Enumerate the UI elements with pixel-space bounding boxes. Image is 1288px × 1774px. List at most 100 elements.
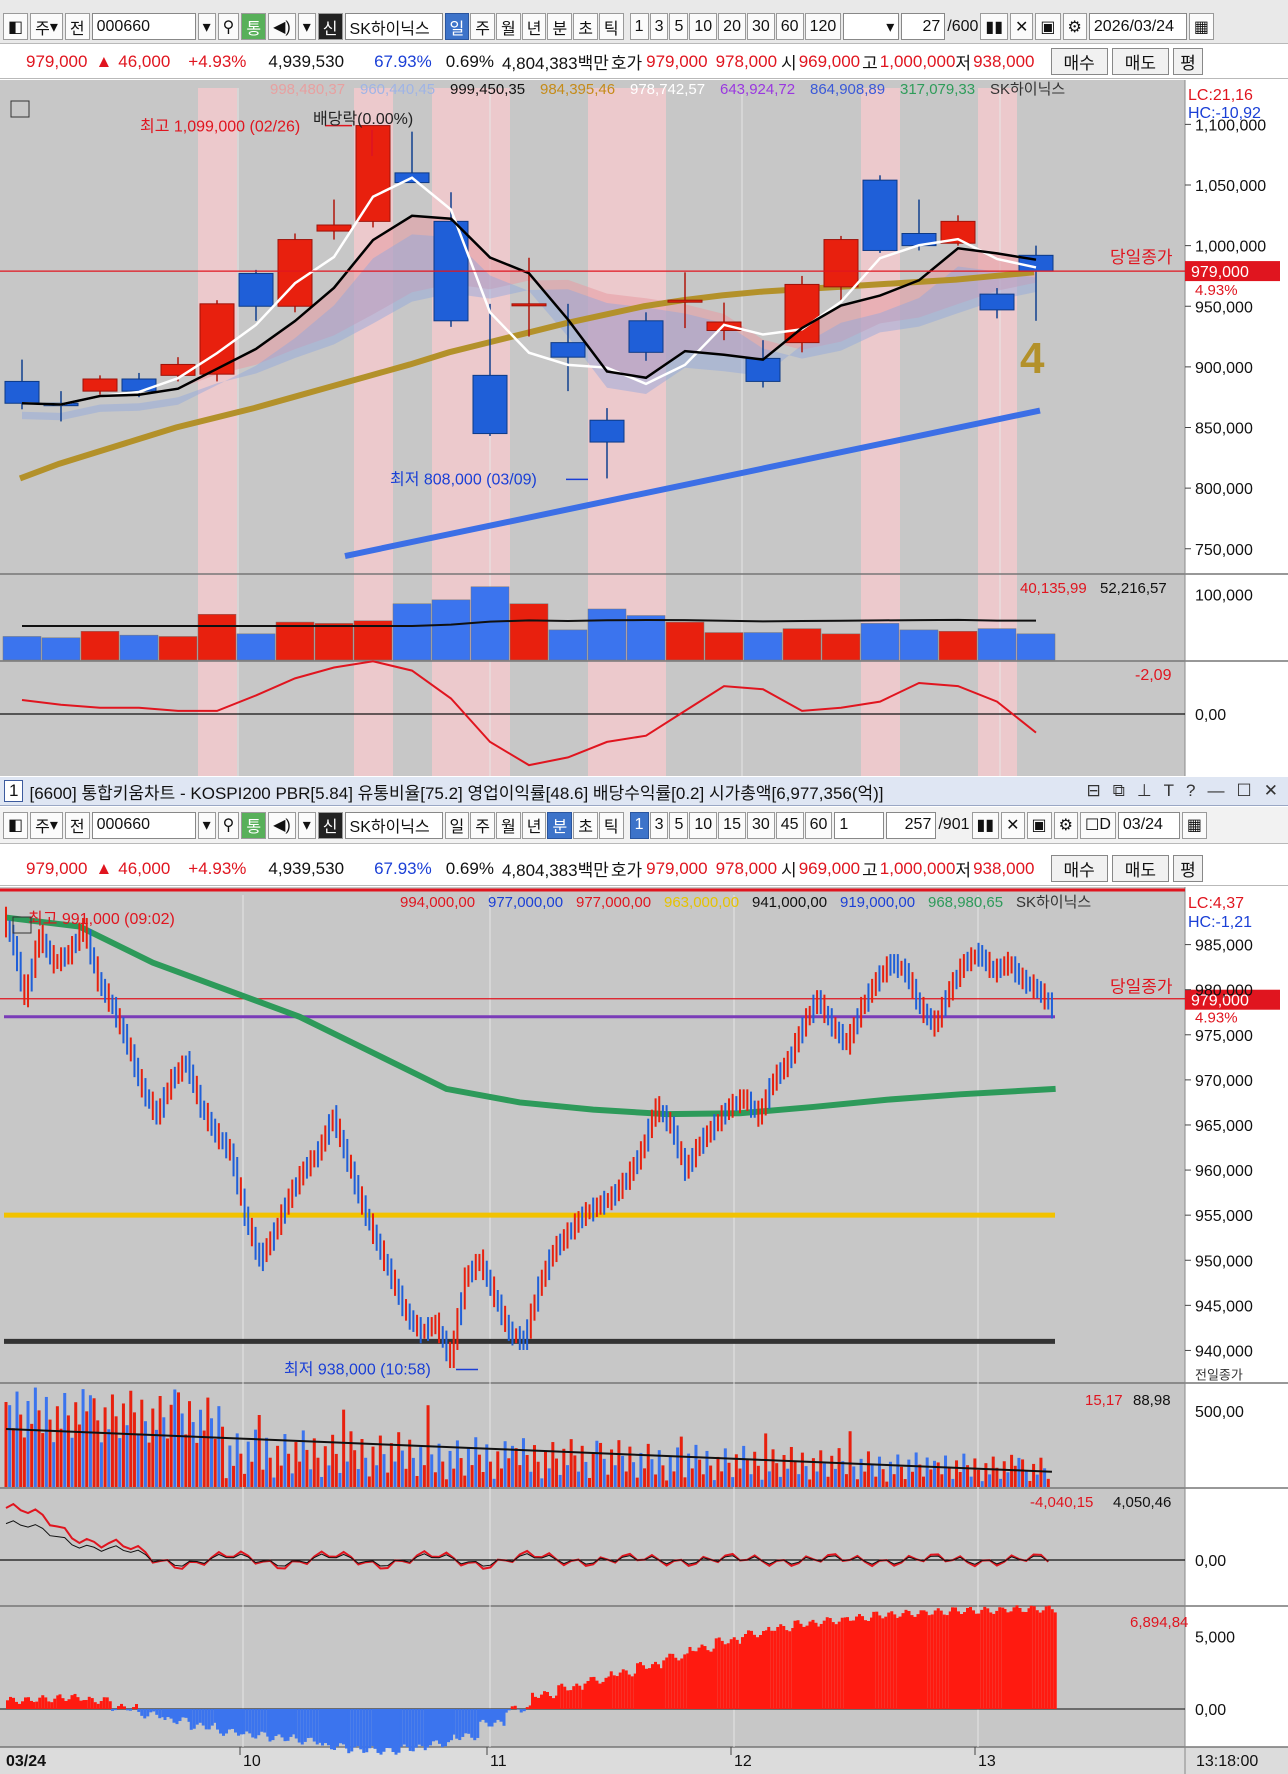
interval-button-5[interactable]: 5: [669, 13, 689, 40]
volume-bar: [870, 1464, 874, 1487]
area-bar: [767, 1626, 771, 1709]
cross-tool-icon[interactable]: ✕: [1001, 811, 1025, 839]
shin-button[interactable]: 신: [317, 13, 343, 40]
period-dropdown[interactable]: 주 ▾: [30, 13, 63, 40]
text-icon[interactable]: T: [1163, 781, 1175, 800]
volume-bar: [947, 1467, 951, 1487]
step-input[interactable]: 1: [834, 811, 885, 839]
interval-button-3[interactable]: 3: [649, 811, 669, 839]
code-input[interactable]: 000660: [91, 811, 196, 839]
speaker-dropdown-icon[interactable]: ▾: [297, 13, 316, 40]
period-tab-5[interactable]: 초: [573, 13, 598, 40]
calendar-icon[interactable]: ▦: [1188, 13, 1215, 40]
volume-bar: [738, 1468, 742, 1487]
pyeong-button[interactable]: 평: [1173, 855, 1203, 882]
speaker-icon[interactable]: ◀): [268, 13, 296, 40]
period-tab-1[interactable]: 주: [470, 13, 495, 40]
close-icon[interactable]: ✕: [1263, 781, 1278, 800]
prev-button[interactable]: 전: [64, 13, 90, 40]
volume-bar: [408, 1439, 412, 1487]
tong-button[interactable]: 통: [241, 811, 267, 839]
search-icon[interactable]: ⚲: [217, 811, 240, 839]
buy-button[interactable]: 매수: [1050, 48, 1108, 75]
period-tab-6[interactable]: 틱: [598, 13, 624, 40]
interval-button-20[interactable]: 20: [718, 13, 746, 40]
interval-button-1[interactable]: 1: [629, 13, 649, 40]
area-bar: [260, 1709, 264, 1732]
speaker-dropdown-icon[interactable]: ▾: [297, 811, 316, 839]
buy-button[interactable]: 매수: [1050, 855, 1108, 882]
count-input[interactable]: 27: [901, 13, 946, 40]
interval-button-45[interactable]: 45: [775, 811, 804, 839]
stock-name[interactable]: SK하이닉스: [344, 13, 443, 40]
period-tab-2[interactable]: 월: [495, 13, 521, 40]
minimize-icon[interactable]: —: [1207, 781, 1225, 800]
date-input[interactable]: 2026/03/24: [1088, 13, 1187, 40]
period-tab-6[interactable]: 틱: [598, 811, 624, 839]
count-input[interactable]: 257: [886, 811, 937, 839]
pin-icon[interactable]: ⊥: [1136, 781, 1152, 800]
interval-button-10[interactable]: 10: [689, 811, 718, 839]
gear-icon[interactable]: ⚙: [1053, 811, 1078, 839]
stock-name[interactable]: SK하이닉스: [344, 811, 443, 839]
layout-icon[interactable]: ◧: [3, 13, 29, 40]
save-icon[interactable]: ▣: [1035, 13, 1061, 40]
volume-bar: [459, 1458, 463, 1487]
sell-button[interactable]: 매도: [1111, 855, 1170, 882]
interval-button-60[interactable]: 60: [775, 13, 804, 40]
period-tab-1[interactable]: 주: [470, 811, 495, 839]
code-dropdown-icon[interactable]: ▾: [197, 811, 216, 839]
period-tab-5[interactable]: 초: [573, 811, 598, 839]
candle-tool-icon[interactable]: ▮▮: [980, 13, 1009, 40]
pyeong-button[interactable]: 평: [1173, 48, 1203, 75]
search-icon[interactable]: ⚲: [217, 13, 240, 40]
code-dropdown-icon[interactable]: ▾: [197, 13, 216, 40]
date-input[interactable]: 03/24: [1117, 811, 1180, 839]
d-checkbox[interactable]: ☐ D: [1079, 811, 1116, 839]
volume-bar: [745, 1460, 749, 1487]
help-icon[interactable]: ?: [1186, 781, 1196, 800]
interval-button-1[interactable]: 1: [629, 811, 649, 839]
area-bar: [502, 1709, 506, 1726]
gear-icon[interactable]: ⚙: [1062, 13, 1087, 40]
volume-bar: [771, 1449, 775, 1487]
layout-icon[interactable]: ◧: [3, 811, 29, 839]
window-split-icon[interactable]: ⊟: [1086, 781, 1101, 800]
interval-button-15[interactable]: 15: [718, 811, 746, 839]
period-tab-2[interactable]: 월: [495, 811, 521, 839]
period-tab-3[interactable]: 년: [521, 13, 547, 40]
legend-entry: 963,000,00: [664, 894, 739, 911]
blank-dropdown[interactable]: ▾: [843, 13, 900, 40]
sell-button[interactable]: 매도: [1111, 48, 1170, 75]
interval-button-5[interactable]: 5: [669, 811, 689, 839]
area-bar: [972, 1610, 975, 1709]
tong-button[interactable]: 통: [241, 13, 267, 40]
interval-button-60[interactable]: 60: [804, 811, 833, 839]
interval-button-30[interactable]: 30: [746, 13, 775, 40]
prev-button[interactable]: 전: [64, 811, 90, 839]
period-tab-0[interactable]: 일: [444, 811, 470, 839]
cross-tool-icon[interactable]: ✕: [1010, 13, 1034, 40]
candle-tool-icon[interactable]: ▮▮: [971, 811, 1000, 839]
calendar-icon[interactable]: ▦: [1181, 811, 1208, 839]
interval-button-120[interactable]: 120: [804, 13, 842, 40]
period-tab-4[interactable]: 분: [547, 13, 573, 40]
volume-bar: [4, 1402, 8, 1487]
window-copy-icon[interactable]: ⧉: [1112, 781, 1125, 800]
maximize-icon[interactable]: ☐: [1236, 781, 1252, 800]
code-input[interactable]: 000660: [91, 13, 196, 40]
interval-button-30[interactable]: 30: [746, 811, 775, 839]
minute-chart[interactable]: 최고 991,000 (09:02) 최저 938,000 (10:58) 당일종가…: [0, 887, 1288, 1774]
interval-button-10[interactable]: 10: [689, 13, 718, 40]
period-tab-3[interactable]: 년: [521, 811, 547, 839]
speaker-icon[interactable]: ◀): [268, 811, 296, 839]
interval-button-3[interactable]: 3: [649, 13, 669, 40]
area-bar: [455, 1709, 459, 1739]
volume-bar: [338, 1472, 342, 1487]
shin-button[interactable]: 신: [317, 811, 343, 839]
save-icon[interactable]: ▣: [1026, 811, 1052, 839]
period-dropdown[interactable]: 주 ▾: [30, 811, 63, 839]
period-tab-4[interactable]: 분: [547, 811, 573, 839]
period-tab-0[interactable]: 일: [444, 13, 470, 40]
